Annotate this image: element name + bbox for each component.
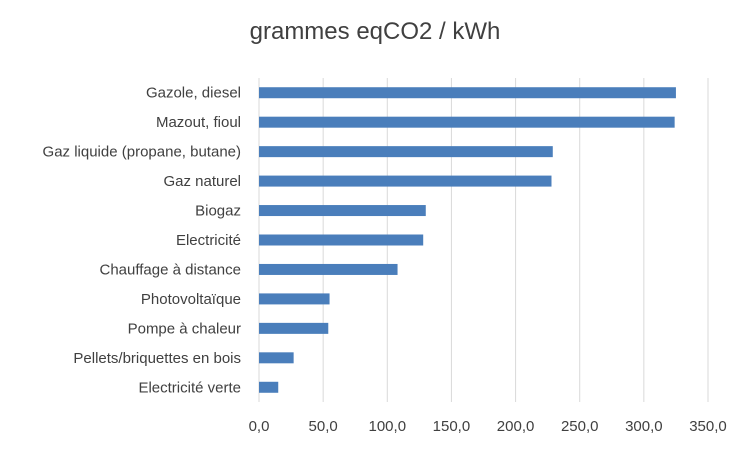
- x-tick-label: 150,0: [433, 418, 471, 435]
- chart-title: grammes eqCO2 / kWh: [249, 18, 501, 45]
- bar: [259, 116, 675, 128]
- category-label: Photovoltaïque: [141, 291, 241, 308]
- category-label: Pellets/briquettes en bois: [73, 350, 241, 367]
- category-label: Electricité: [176, 232, 241, 249]
- bar: [259, 381, 279, 393]
- category-label: Gazole, diesel: [146, 85, 241, 102]
- bars: [259, 87, 676, 393]
- x-tick-label: 300,0: [625, 418, 663, 435]
- bar: [259, 205, 426, 217]
- bar: [259, 263, 398, 275]
- category-label: Electricité verte: [138, 379, 241, 396]
- category-label: Gaz liquide (propane, butane): [43, 144, 241, 161]
- category-label: Chauffage à distance: [100, 261, 242, 278]
- bar: [259, 352, 294, 364]
- bar: [259, 293, 330, 305]
- bar: [259, 146, 553, 158]
- category-label: Pompe à chaleur: [128, 320, 241, 337]
- bar: [259, 87, 676, 99]
- category-label: Mazout, fioul: [156, 114, 241, 131]
- category-labels: Gazole, diesel Mazout, fioul Gaz liquide (…: [43, 85, 241, 397]
- bar: [259, 175, 552, 187]
- x-tick-label: 200,0: [497, 418, 535, 435]
- category-label: Biogaz: [195, 203, 241, 220]
- x-tick-label: 350,0: [689, 418, 727, 435]
- x-tick-label: 50,0: [309, 418, 338, 435]
- x-tick-labels: 0,0 50,0 100,0 150,0 200,0 250,0 300,0 350,0: [249, 418, 727, 435]
- x-tick-label: 250,0: [561, 418, 599, 435]
- x-tick-label: 100,0: [369, 418, 407, 435]
- bar: [259, 322, 329, 334]
- x-tick-label: 0,0: [249, 418, 270, 435]
- bar: [259, 234, 424, 246]
- category-label: Gaz naturel: [163, 173, 241, 190]
